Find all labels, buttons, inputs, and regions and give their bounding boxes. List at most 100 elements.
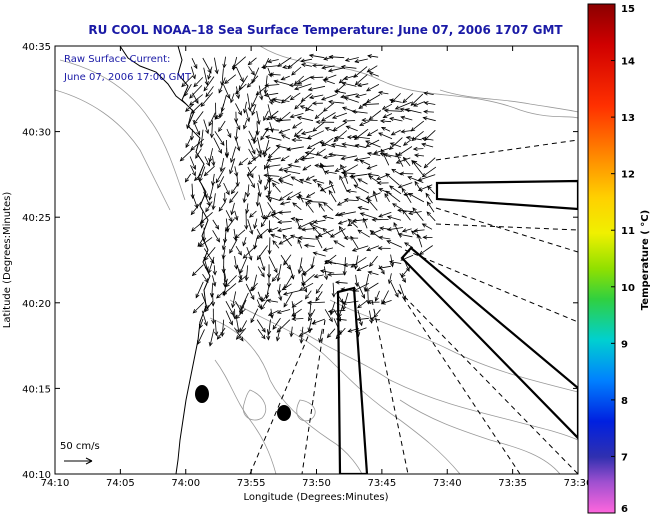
current-vector xyxy=(308,53,325,59)
current-vector xyxy=(408,210,422,216)
current-vector xyxy=(189,156,196,170)
current-vector xyxy=(308,94,324,100)
current-vector xyxy=(412,207,424,222)
current-vector xyxy=(365,139,380,147)
current-vector xyxy=(247,166,254,179)
current-vector xyxy=(294,83,312,91)
current-vector xyxy=(319,269,335,274)
x-axis-label: Longitude (Degrees:Minutes) xyxy=(243,492,388,503)
current-vector xyxy=(201,293,209,310)
colorbar-tick-label: 8 xyxy=(621,396,628,407)
current-vector xyxy=(344,57,359,62)
current-vector xyxy=(256,148,262,158)
current-vector xyxy=(186,112,192,130)
current-vector xyxy=(359,160,371,166)
coastline-north xyxy=(119,46,187,105)
current-vector xyxy=(343,197,359,203)
current-vector xyxy=(287,163,301,168)
current-vector xyxy=(247,93,252,112)
current-vector xyxy=(239,299,247,315)
current-vector xyxy=(280,75,290,81)
current-vector xyxy=(342,118,356,124)
current-vector xyxy=(267,59,279,64)
current-vector xyxy=(263,110,269,122)
current-vector xyxy=(258,254,266,272)
current-vector xyxy=(305,192,316,198)
current-vector xyxy=(425,192,433,204)
current-vector xyxy=(404,108,422,114)
current-vector xyxy=(242,236,247,247)
current-vector xyxy=(251,92,259,108)
current-vector xyxy=(388,98,402,103)
current-vector xyxy=(222,283,237,296)
current-vector xyxy=(402,209,411,221)
current-vector xyxy=(402,93,414,104)
current-vector xyxy=(390,129,401,136)
current-vector xyxy=(266,157,281,162)
current-vector xyxy=(218,77,226,94)
current-vector xyxy=(361,118,378,123)
current-vector xyxy=(193,77,204,88)
current-vector xyxy=(354,143,367,149)
current-vector xyxy=(201,310,208,327)
current-vector xyxy=(386,227,404,232)
current-vector xyxy=(256,299,262,310)
current-vector xyxy=(279,201,291,206)
current-vector xyxy=(357,178,368,185)
current-vector xyxy=(239,256,248,274)
current-vector xyxy=(230,184,238,195)
current-vector xyxy=(311,63,323,68)
radar-coverage-lines xyxy=(249,139,578,474)
current-vector xyxy=(307,85,326,92)
current-vector xyxy=(426,211,436,222)
current-vector xyxy=(422,235,433,240)
current-vector xyxy=(320,162,327,175)
current-vector xyxy=(218,120,226,133)
current-vector xyxy=(389,116,403,122)
current-vector xyxy=(302,164,312,171)
current-vector xyxy=(351,218,369,223)
y-axis-ticks: 40:35 40:30 40:25 40:20 40:15 40:10 xyxy=(22,42,578,481)
current-vector xyxy=(366,300,380,305)
scale-arrow xyxy=(64,457,93,465)
current-vector xyxy=(257,266,265,278)
current-vector xyxy=(231,291,237,309)
current-vector xyxy=(367,270,379,276)
current-vector xyxy=(318,202,325,212)
y-tick-label: 40:10 xyxy=(22,470,51,481)
current-vector xyxy=(191,264,204,277)
current-vector xyxy=(195,148,202,159)
current-vector xyxy=(289,326,294,338)
current-vector xyxy=(423,101,436,106)
current-vector xyxy=(273,79,290,86)
current-vector xyxy=(223,182,230,196)
current-vector xyxy=(405,135,422,141)
current-vector xyxy=(207,256,215,274)
current-vector xyxy=(292,121,302,129)
current-vector xyxy=(334,166,347,172)
current-vector xyxy=(357,82,369,88)
current-vector xyxy=(229,191,239,204)
current-vector xyxy=(211,173,216,187)
current-vector xyxy=(278,166,291,172)
x-axis-ticks: 74:10 74:05 74:00 73:55 73:50 73:45 73:40 73:35… xyxy=(41,46,592,489)
current-vector xyxy=(249,210,257,218)
map-layers xyxy=(55,46,578,474)
current-vector xyxy=(224,74,237,84)
y-tick-label: 40:20 xyxy=(22,299,51,310)
current-vector xyxy=(297,235,315,241)
current-vector xyxy=(374,290,380,302)
current-vector xyxy=(365,192,381,200)
current-vector xyxy=(379,119,392,124)
current-vector xyxy=(225,310,233,326)
current-vector xyxy=(291,137,302,143)
current-vector xyxy=(184,83,192,97)
current-vector xyxy=(276,264,282,282)
current-vector xyxy=(368,72,379,77)
current-vector xyxy=(224,147,229,159)
current-vector xyxy=(212,230,220,243)
current-vector xyxy=(234,119,241,131)
current-vector xyxy=(410,230,422,240)
current-vector xyxy=(297,76,312,85)
current-vector xyxy=(215,290,226,299)
